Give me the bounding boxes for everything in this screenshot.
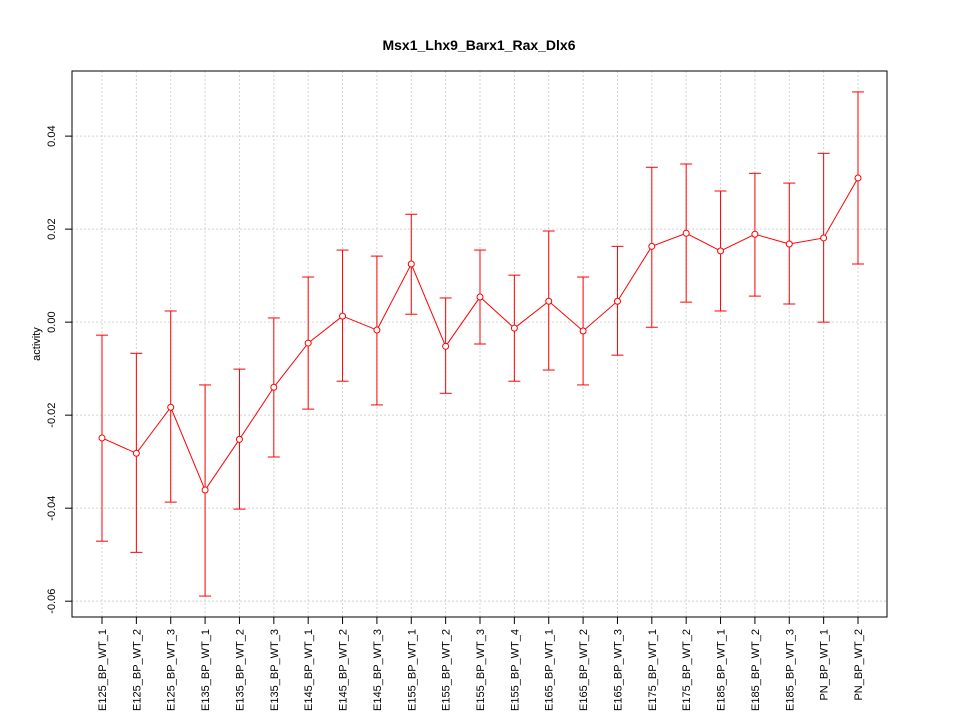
y-tick-label: 0.00 — [46, 311, 58, 332]
data-point — [510, 324, 518, 332]
data-point — [648, 242, 656, 250]
data-point — [545, 297, 553, 305]
x-tick-label: E145_BP_WT_3 — [372, 629, 384, 711]
y-tick-label: -0.06 — [46, 589, 58, 614]
x-tick-label: E145_BP_WT_2 — [338, 629, 350, 711]
data-point — [201, 486, 209, 494]
x-tick-label: E165_BP_WT_1 — [544, 629, 556, 711]
data-point — [132, 449, 140, 457]
plot-frame — [71, 70, 888, 618]
x-tick-label: E155_BP_WT_1 — [406, 629, 418, 711]
data-point — [407, 260, 415, 268]
y-tick-label: 0.04 — [46, 125, 58, 146]
data-point — [820, 234, 828, 242]
data-point — [339, 312, 347, 320]
x-tick-label: E135_BP_WT_3 — [269, 629, 281, 711]
data-point — [785, 240, 793, 248]
x-tick-label: E135_BP_WT_2 — [234, 629, 246, 711]
y-axis-label: activity — [31, 327, 43, 361]
y-axis: -0.06 -0.04 -0.02 0.00 0.02 0.04 — [46, 125, 72, 614]
x-tick-label: E175_BP_WT_1 — [647, 629, 659, 711]
data-point — [442, 342, 450, 350]
data-point — [235, 435, 243, 443]
x-tick-label: E145_BP_WT_1 — [303, 629, 315, 711]
data-point — [98, 434, 106, 442]
data-point — [579, 327, 587, 335]
x-tick-label: E155_BP_WT_3 — [475, 629, 487, 711]
x-axis: E125_BP_WT_1 E125_BP_WT_2 E125_BP_WT_3 E135… — [97, 617, 865, 711]
x-tick-label: PN_BP_WT_1 — [819, 629, 831, 701]
chart-title: Msx1_Lhx9_Barx1_Rax_Dlx6 — [382, 37, 575, 53]
data-point — [854, 174, 862, 182]
x-tick-label: E155_BP_WT_4 — [509, 629, 521, 711]
data-point — [751, 230, 759, 238]
data-point — [682, 229, 690, 237]
x-tick-label: E185_BP_WT_2 — [750, 629, 762, 711]
x-tick-label: E165_BP_WT_2 — [578, 629, 590, 711]
series — [98, 174, 862, 494]
data-point — [304, 339, 312, 347]
data-point — [167, 403, 175, 411]
x-tick-label: E125_BP_WT_1 — [97, 629, 109, 711]
data-point — [613, 297, 621, 305]
x-tick-label: E155_BP_WT_2 — [441, 629, 453, 711]
y-tick-label: -0.02 — [46, 403, 58, 428]
x-tick-label: E185_BP_WT_3 — [784, 629, 796, 711]
data-point — [476, 293, 484, 301]
y-tick-label: 0.02 — [46, 218, 58, 239]
y-tick-label: -0.04 — [46, 496, 58, 521]
x-tick-label: E165_BP_WT_3 — [612, 629, 624, 711]
x-tick-label: E125_BP_WT_2 — [131, 629, 143, 711]
x-tick-label: E135_BP_WT_1 — [200, 629, 212, 711]
x-tick-label: E125_BP_WT_3 — [166, 629, 178, 711]
data-point — [270, 383, 278, 391]
x-tick-label: PN_BP_WT_2 — [853, 629, 865, 701]
data-point — [717, 247, 725, 255]
data-point — [373, 326, 381, 334]
x-tick-label: E175_BP_WT_2 — [681, 629, 693, 711]
x-tick-label: E185_BP_WT_1 — [716, 629, 728, 711]
